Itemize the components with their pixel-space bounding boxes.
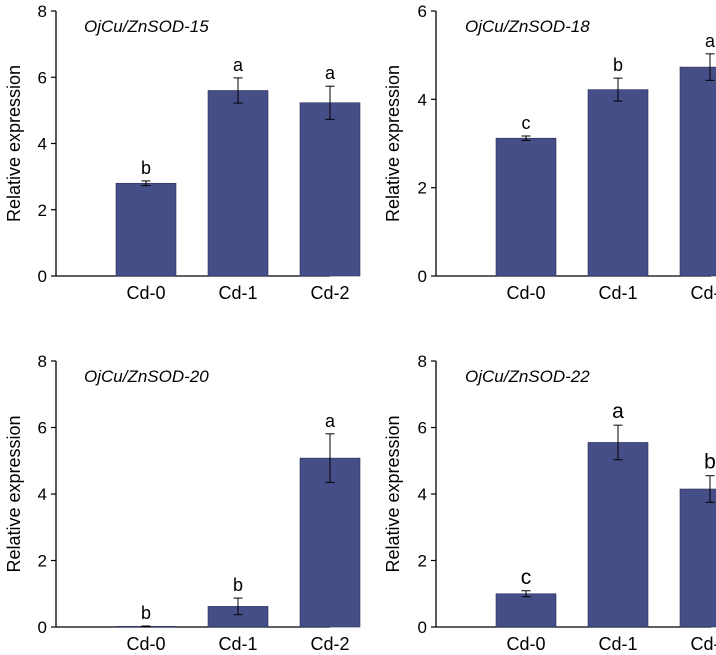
significance-letter: c	[522, 113, 531, 133]
x-tick-label: Cd-0	[506, 283, 545, 303]
chart-title: OjCu/ZnSOD-22	[465, 367, 590, 386]
x-tick-label: Cd-0	[126, 634, 165, 654]
significance-letter: a	[325, 63, 336, 83]
y-tick-label: 6	[38, 68, 47, 87]
y-tick-label: 4	[38, 485, 47, 504]
significance-letter: b	[613, 55, 623, 75]
x-tick-label: Cd-1	[218, 634, 257, 654]
significance-letter: b	[141, 158, 151, 178]
significance-letter: a	[705, 31, 716, 51]
y-axis-label: Relative expression	[4, 415, 24, 572]
x-tick-label: Cd-2	[310, 634, 349, 654]
x-tick-label: Cd-1	[598, 634, 637, 654]
x-tick-label: Cd-1	[218, 283, 257, 303]
chart-title: OjCu/ZnSOD-20	[84, 367, 209, 386]
significance-letter: a	[233, 55, 244, 75]
x-tick-label: Cd-1	[598, 283, 637, 303]
bar	[587, 89, 649, 277]
significance-letter: b	[141, 603, 151, 623]
y-tick-label: 4	[418, 485, 427, 504]
y-tick-label: 2	[38, 552, 47, 571]
y-tick-label: 6	[418, 419, 427, 438]
y-axis-label: Relative expression	[383, 415, 403, 572]
significance-letter: b	[704, 451, 716, 474]
x-tick-label: Cd-2	[690, 634, 716, 654]
chart-title: OjCu/ZnSOD-18	[465, 17, 590, 36]
y-tick-label: 8	[38, 352, 47, 371]
bar	[495, 137, 557, 277]
y-tick-label: 2	[38, 201, 47, 220]
y-tick-label: 2	[418, 552, 427, 571]
y-tick-label: 8	[418, 352, 427, 371]
bar	[679, 488, 716, 628]
y-tick-label: 6	[418, 2, 427, 21]
y-axis-label: Relative expression	[4, 65, 24, 222]
significance-letter: a	[612, 400, 624, 423]
y-tick-label: 2	[418, 179, 427, 198]
y-tick-label: 0	[38, 618, 47, 637]
significance-letter: a	[325, 411, 336, 431]
x-tick-label: Cd-2	[690, 283, 716, 303]
y-tick-label: 0	[418, 267, 427, 286]
bar	[299, 102, 361, 277]
chart-title: OjCu/ZnSOD-15	[84, 17, 209, 36]
bar	[495, 593, 557, 628]
x-tick-label: Cd-0	[506, 634, 545, 654]
bar	[587, 442, 649, 628]
y-tick-label: 0	[38, 267, 47, 286]
significance-letter: c	[521, 566, 532, 589]
chart-panel: 0 2 4 6 8 Relative expression OjCu/ZnSOD-15 b Cd…	[4, 2, 361, 303]
chart-panel: 0 2 4 6 8 Relative expression OjCu/ZnSOD-22 c Cd…	[383, 352, 716, 654]
y-tick-label: 0	[418, 618, 427, 637]
chart-panel: 0 2 4 6 Relative expression OjCu/ZnSOD-18 c Cd-…	[383, 2, 716, 303]
significance-letter: b	[233, 575, 243, 595]
y-tick-label: 8	[38, 2, 47, 21]
chart-panel: 0 2 4 6 8 Relative expression OjCu/ZnSOD-20 b Cd…	[4, 352, 361, 654]
y-tick-label: 4	[38, 135, 47, 154]
bar	[207, 90, 269, 277]
y-tick-label: 6	[38, 419, 47, 438]
x-tick-label: Cd-2	[310, 283, 349, 303]
x-tick-label: Cd-0	[126, 283, 165, 303]
y-axis-label: Relative expression	[383, 65, 403, 222]
bar	[679, 66, 716, 277]
bar	[299, 457, 361, 628]
bar	[115, 182, 177, 277]
y-tick-label: 4	[418, 90, 427, 109]
